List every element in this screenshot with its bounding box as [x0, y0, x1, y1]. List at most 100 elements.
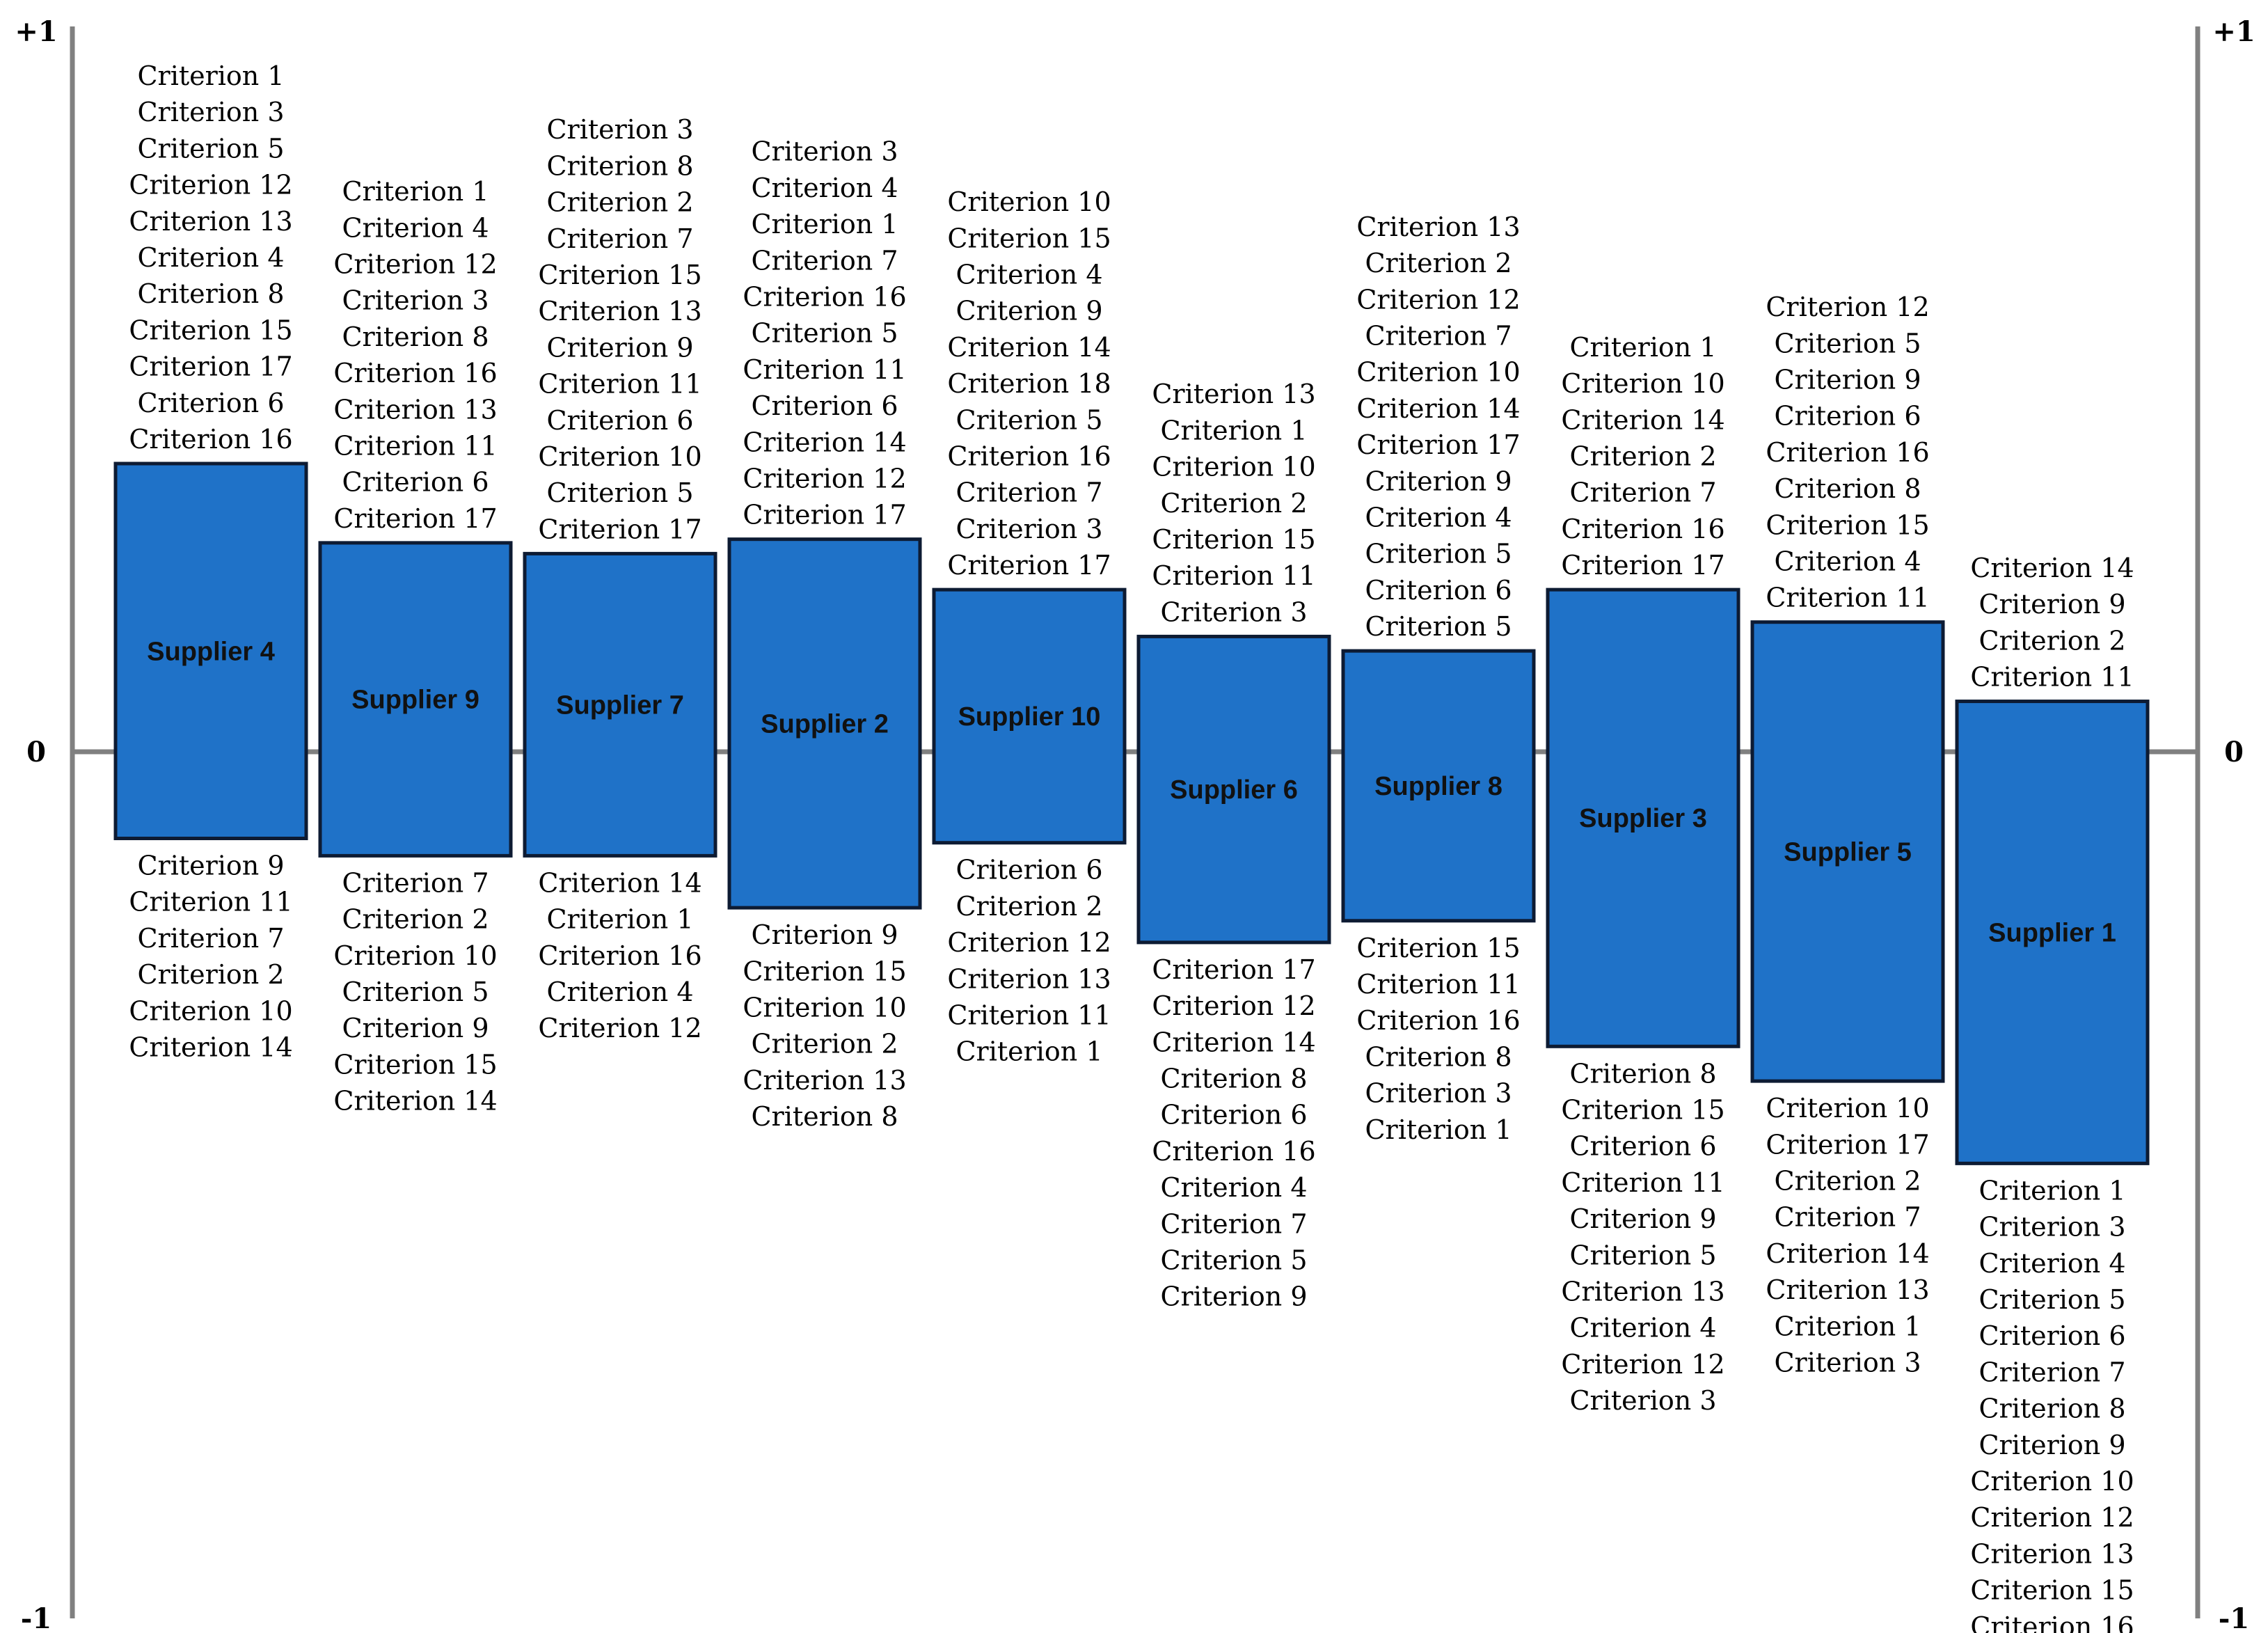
negative-criterion-label: Criterion 13 — [743, 1065, 906, 1096]
positive-criterion-label: Criterion 6 — [1365, 575, 1512, 606]
negative-criterion-label: Criterion 12 — [1152, 991, 1315, 1021]
positive-criterion-label: Criterion 4 — [751, 173, 898, 203]
positive-criterion-label: Criterion 16 — [947, 441, 1111, 472]
negative-criterion-label: Criterion 10 — [1970, 1466, 2134, 1497]
supplier-bar — [727, 537, 922, 910]
positive-criterion-label: Criterion 1 — [1569, 332, 1716, 363]
supplier-label: Supplier 4 — [147, 637, 275, 666]
negative-criterion-label: Criterion 12 — [1970, 1502, 2134, 1533]
positive-criterion-label: Criterion 17 — [129, 352, 292, 382]
negative-criterion-label: Criterion 5 — [1978, 1284, 2125, 1315]
positive-criterion-label: Criterion 8 — [1774, 473, 1921, 504]
positive-criterion-label: Criterion 17 — [947, 550, 1111, 581]
negative-criterion-label: Criterion 9 — [1160, 1281, 1307, 1312]
positive-criterion-label: Criterion 9 — [1978, 589, 2125, 620]
negative-criterion-label: Criterion 10 — [333, 940, 497, 971]
positive-criterion-label: Criterion 2 — [1160, 488, 1307, 519]
supplier-label: Supplier 7 — [556, 691, 684, 720]
negative-criterion-label: Criterion 9 — [751, 920, 898, 950]
positive-criterion-label: Criterion 3 — [1160, 597, 1307, 627]
negative-criterion-label: Criterion 17 — [1766, 1129, 1929, 1160]
positive-criterion-label: Criterion 5 — [1774, 328, 1921, 358]
negative-criterion-label: Criterion 2 — [955, 891, 1102, 922]
positive-criterion-label: Criterion 12 — [743, 463, 906, 494]
supplier-bar — [1136, 634, 1331, 945]
positive-criterion-label: Criterion 13 — [333, 394, 497, 425]
supplier-bar — [1955, 700, 2150, 1165]
negative-criterion-label: Criterion 14 — [538, 867, 701, 898]
positive-criterion-label: Criterion 9 — [955, 296, 1102, 326]
positive-criterion-label: Criterion 7 — [1365, 321, 1512, 352]
negative-criterion-label: Criterion 6 — [1978, 1320, 2125, 1351]
positive-criterion-label: Criterion 17 — [538, 514, 701, 544]
positive-criterion-label: Criterion 2 — [1365, 248, 1512, 278]
negative-criterion-label: Criterion 8 — [1978, 1394, 2125, 1424]
left-tick-label: 0 — [26, 736, 46, 768]
positive-criterion-label: Criterion 5 — [955, 404, 1102, 435]
negative-criterion-label: Criterion 9 — [1978, 1430, 2125, 1460]
negative-criterion-label: Criterion 4 — [1160, 1172, 1307, 1203]
positive-criterion-label: Criterion 6 — [137, 388, 284, 418]
negative-criterion-label: Criterion 9 — [137, 851, 284, 881]
negative-criterion-label: Criterion 13 — [1766, 1275, 1929, 1305]
positive-criterion-label: Criterion 1 — [342, 176, 489, 207]
positive-criterion-label: Criterion 5 — [546, 478, 693, 508]
supplier-label: Supplier 3 — [1579, 804, 1707, 833]
positive-criterion-label: Criterion 13 — [1356, 212, 1520, 242]
positive-criterion-label: Criterion 14 — [1970, 553, 2134, 583]
positive-criterion-label: Criterion 4 — [1774, 546, 1921, 577]
negative-criterion-label: Criterion 16 — [1152, 1136, 1315, 1167]
negative-criterion-label: Criterion 4 — [1978, 1248, 2125, 1279]
negative-criterion-label: Criterion 15 — [743, 956, 906, 986]
negative-criterion-label: Criterion 7 — [342, 867, 489, 898]
negative-criterion-label: Criterion 14 — [129, 1032, 292, 1063]
positive-criterion-label: Criterion 2 — [1978, 625, 2125, 656]
positive-criterion-label: Criterion 15 — [1152, 524, 1315, 555]
negative-criterion-label: Criterion 2 — [1774, 1166, 1921, 1197]
negative-criterion-label: Criterion 16 — [538, 940, 701, 971]
negative-criterion-label: Criterion 14 — [1766, 1238, 1929, 1269]
negative-criterion-label: Criterion 5 — [1569, 1240, 1716, 1270]
positive-criterion-label: Criterion 8 — [546, 150, 693, 181]
negative-criterion-label: Criterion 15 — [1970, 1575, 2134, 1606]
negative-criterion-label: Criterion 13 — [1970, 1538, 2134, 1569]
right-tick-label: +1 — [2212, 15, 2255, 48]
positive-criterion-label: Criterion 18 — [947, 368, 1111, 399]
negative-criterion-label: Criterion 12 — [947, 927, 1111, 958]
positive-criterion-label: Criterion 11 — [1970, 662, 2134, 693]
positive-criterion-label: Criterion 4 — [1365, 503, 1512, 533]
supplier-bar — [1546, 587, 1740, 1048]
negative-criterion-label: Criterion 8 — [1160, 1064, 1307, 1094]
positive-criterion-label: Criterion 9 — [1365, 466, 1512, 496]
positive-criterion-label: Criterion 15 — [1766, 510, 1929, 540]
negative-criterion-label: Criterion 16 — [1970, 1611, 2134, 1633]
positive-criterion-label: Criterion 15 — [129, 315, 292, 345]
negative-criterion-label: Criterion 7 — [1774, 1202, 1921, 1233]
negative-criterion-label: Criterion 6 — [1569, 1131, 1716, 1162]
positive-criterion-label: Criterion 9 — [546, 332, 693, 363]
positive-criterion-label: Criterion 6 — [342, 467, 489, 498]
negative-criterion-label: Criterion 14 — [333, 1086, 497, 1117]
supplier-bar — [318, 541, 513, 858]
positive-criterion-label: Criterion 15 — [538, 260, 701, 290]
positive-criterion-label: Criterion 10 — [947, 187, 1111, 217]
positive-criterion-label: Criterion 5 — [751, 318, 898, 349]
negative-criterion-label: Criterion 7 — [137, 923, 284, 954]
negative-criterion-label: Criterion 6 — [955, 855, 1102, 885]
negative-criterion-label: Criterion 14 — [1152, 1027, 1315, 1057]
supplier-label: Supplier 9 — [351, 686, 479, 715]
positive-criterion-label: Criterion 14 — [1356, 393, 1520, 424]
positive-criterion-label: Criterion 13 — [129, 206, 292, 237]
positive-criterion-label: Criterion 3 — [955, 514, 1102, 544]
supplier-label: Supplier 6 — [1170, 775, 1298, 805]
supplier-label: Supplier 5 — [1784, 837, 1912, 867]
positive-criterion-label: Criterion 12 — [129, 170, 292, 200]
positive-criterion-label: Criterion 15 — [947, 223, 1111, 253]
positive-criterion-label: Criterion 17 — [743, 500, 906, 530]
negative-criterion-label: Criterion 10 — [129, 995, 292, 1026]
supplier-label: Supplier 8 — [1374, 772, 1502, 801]
positive-criterion-label: Criterion 14 — [947, 332, 1111, 363]
negative-criterion-label: Criterion 12 — [1561, 1349, 1724, 1380]
right-tick-label: -1 — [2219, 1602, 2249, 1633]
positive-criterion-label: Criterion 14 — [1561, 404, 1724, 435]
